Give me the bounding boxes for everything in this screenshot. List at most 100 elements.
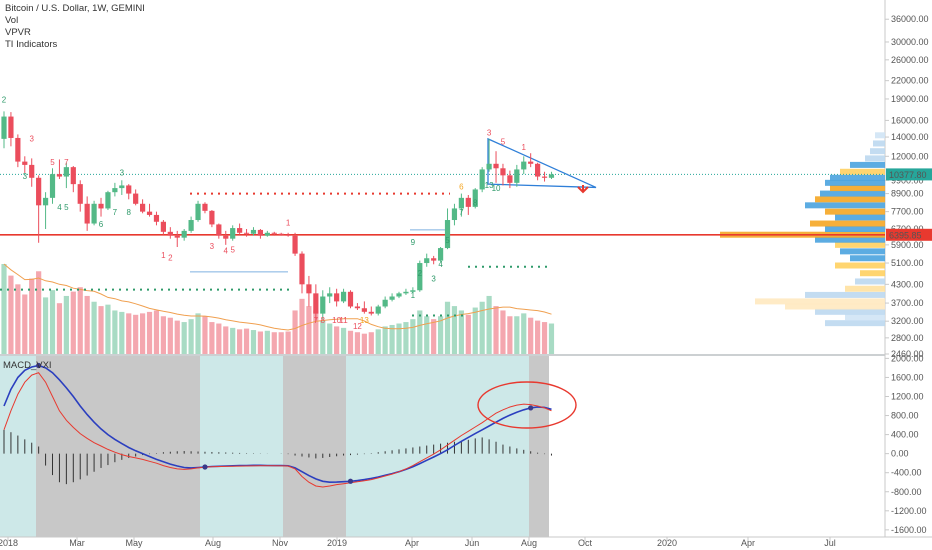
vpvr-bar	[875, 132, 885, 139]
macd-cross-dot	[36, 362, 42, 369]
time-axis-label: Jun	[465, 538, 480, 548]
candle-body	[1, 116, 7, 139]
sequential-count-label: 1	[286, 218, 291, 227]
volume-bar	[347, 330, 354, 354]
macd-bg-region	[36, 356, 200, 537]
legend-ti[interactable]: TI Indicators	[5, 39, 58, 50]
volume-bar	[548, 323, 555, 354]
volume-bar	[285, 331, 291, 354]
volume-bar	[15, 284, 21, 354]
sequential-count-label: 3	[120, 168, 125, 177]
vpvr-bar	[820, 190, 885, 197]
sequential-count-label: 7	[113, 208, 118, 217]
volume-bar	[528, 317, 534, 354]
candle-body	[15, 137, 21, 162]
candle-body	[444, 220, 451, 249]
candle-body	[63, 167, 69, 177]
candle-body	[237, 228, 243, 233]
vpvr-bar	[830, 185, 885, 192]
candle-body	[126, 185, 132, 194]
macd-title[interactable]: MACD_VXI	[3, 360, 52, 371]
vpvr-bar	[840, 168, 885, 175]
sequential-count-label: 2	[2, 95, 7, 104]
volume-bar	[160, 316, 166, 354]
candle-body	[285, 234, 291, 236]
legend-vol[interactable]: Vol	[5, 15, 19, 26]
vpvr-bar	[825, 225, 885, 232]
time-axis-label: Aug	[521, 538, 537, 548]
candle-body	[29, 164, 35, 178]
macd-axis-tick-label: -400.00	[891, 468, 922, 478]
volume-bar	[29, 278, 35, 354]
vpvr-bar	[825, 208, 885, 215]
volume-bar	[271, 332, 277, 354]
candle-body	[91, 203, 97, 224]
candle-body	[541, 176, 548, 178]
vpvr-bar	[825, 320, 885, 327]
volume-bar	[396, 323, 402, 354]
volume-bar	[237, 329, 243, 354]
volume-bar	[410, 319, 416, 354]
last-price-badge-label: 10377.80	[889, 170, 927, 180]
sequential-count-label: 12	[353, 322, 362, 331]
macd-axis-tick-label: 400.00	[891, 430, 919, 440]
volume-bar	[257, 331, 264, 354]
volume-bar	[431, 319, 437, 354]
vpvr-bar	[870, 148, 885, 155]
sequential-count-label: 6	[459, 182, 464, 191]
price-axis-tick-label: 12000.00	[891, 151, 929, 161]
macd-axis-tick-label: -800.00	[891, 487, 922, 497]
triangle-pattern	[487, 137, 597, 189]
volume-bar	[91, 301, 97, 354]
level-price-badge-label: 6395.85	[889, 230, 922, 240]
price-axis-tick-label: 19000.00	[891, 94, 929, 104]
volume-bar	[451, 306, 458, 354]
price-axis-tick-label: 3200.00	[891, 316, 924, 326]
volume-bar	[181, 322, 187, 354]
volume-bar	[63, 295, 69, 354]
time-axis-label: Jul	[824, 538, 836, 548]
volume-bar	[334, 326, 340, 354]
volume-bar	[417, 310, 423, 354]
sequential-count-label: 3	[431, 274, 436, 283]
volume-bar	[486, 295, 492, 354]
candle-body	[188, 220, 194, 231]
candle-body	[98, 203, 104, 209]
legend-vpvr[interactable]: VPVR	[5, 27, 31, 38]
price-axis-tick-label: 4300.00	[891, 279, 924, 289]
volume-bar	[84, 295, 90, 354]
sequential-count-label: 4	[438, 260, 443, 269]
candle-body	[313, 293, 319, 314]
volume-bar	[389, 324, 395, 354]
volume-bar	[1, 264, 7, 354]
sequential-count-label: 10	[492, 184, 501, 193]
macd-axis-tick-label: 2000.00	[891, 353, 924, 363]
candle-body	[306, 284, 312, 294]
candle-body	[271, 232, 277, 234]
candle-body	[174, 235, 180, 238]
volume-bar	[368, 332, 374, 354]
volume-bar	[354, 332, 361, 354]
candle-body	[535, 163, 541, 177]
volume-bar	[140, 313, 146, 354]
price-axis-tick-label: 16000.00	[891, 115, 929, 125]
volume-bar	[174, 320, 180, 354]
macd-axis-tick-label: 1200.00	[891, 391, 924, 401]
legend-symbol[interactable]: Bitcoin / U.S. Dollar, 1W, GEMINI	[5, 3, 145, 14]
volume-bar	[195, 313, 201, 354]
sequential-count-label: 1	[161, 251, 166, 260]
sequential-count-label: 7	[64, 158, 69, 167]
candle-body	[493, 163, 499, 169]
volume-bar	[8, 275, 14, 354]
candle-body	[389, 296, 395, 300]
candle-body	[209, 210, 215, 225]
annotation-ellipse	[477, 381, 577, 429]
candle-body	[153, 214, 160, 222]
volume-bar	[375, 329, 381, 354]
vpvr-bar	[815, 196, 885, 203]
volume-bar	[437, 316, 444, 354]
candle-body	[278, 233, 284, 235]
macd-axis-tick-label: -1200.00	[891, 506, 927, 516]
volume-bar	[507, 316, 513, 354]
